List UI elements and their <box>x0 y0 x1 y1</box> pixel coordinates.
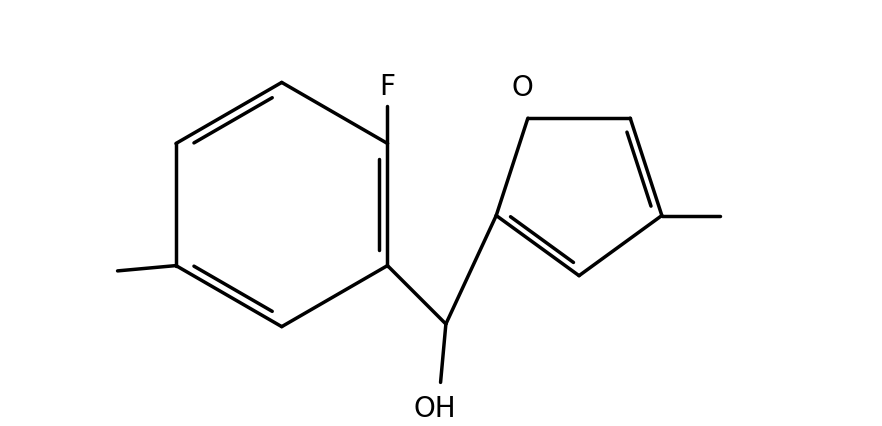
Text: F: F <box>379 73 395 101</box>
Text: O: O <box>512 74 534 102</box>
Text: OH: OH <box>414 395 457 423</box>
